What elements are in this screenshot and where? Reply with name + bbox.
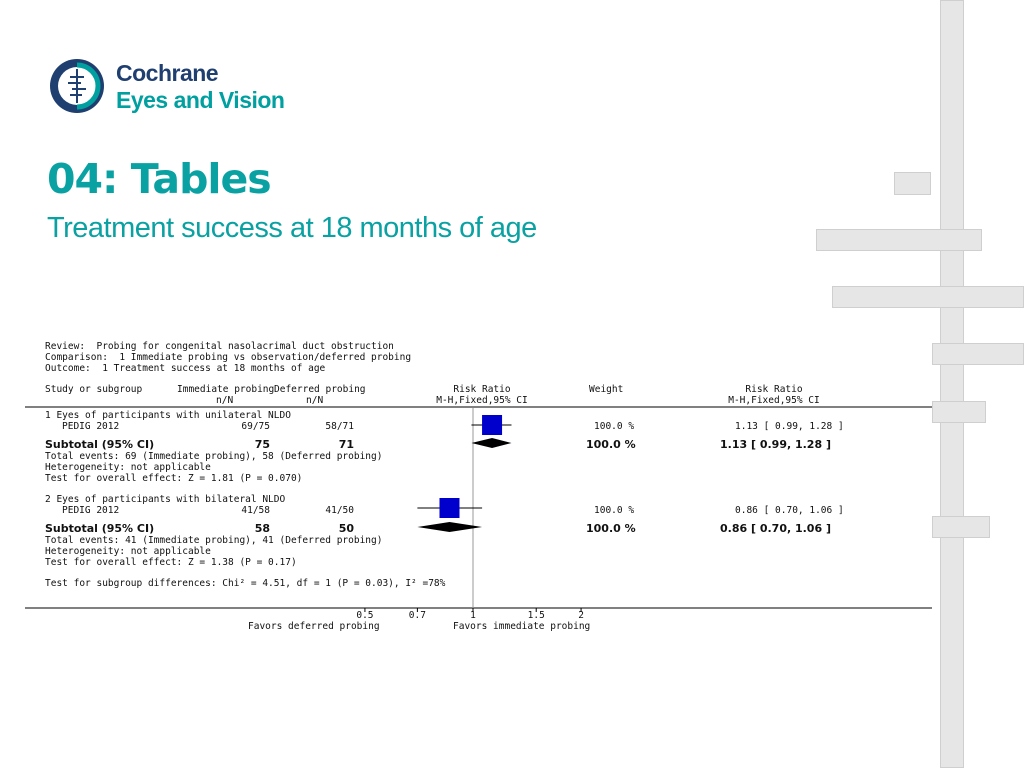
col-rr-text-sub: M-H,Fixed,95% CI [728,395,820,406]
group-2-subtotal-weight: 100.0 % [586,522,636,535]
group-1-heterogeneity: Heterogeneity: not applicable [45,462,211,473]
page-subtitle: Treatment success at 18 months of age [47,212,537,244]
group-2-study-ctl: 41/50 [325,505,354,516]
group-1-study-rr: 1.13 [ 0.99, 1.28 ] [735,421,844,432]
group-2-heterogeneity: Heterogeneity: not applicable [45,546,211,557]
favors-right-label: Favors immediate probing [453,621,591,632]
group-2-subtotal-ctl: 50 [338,522,354,535]
col-exp-sub: n/N [216,395,234,406]
axis-tick-label: 1.5 [528,610,545,621]
col-rr-plot-header: Risk Ratio [453,384,511,395]
group-1-overall: Test for overall effect: Z = 1.81 (P = 0… [45,473,303,484]
group-1-subtotal-rr: 1.13 [ 0.99, 1.28 ] [720,438,831,451]
study-effect-square [439,498,460,518]
cochrane-logo-icon [50,59,104,113]
subtotal-diamond [471,438,512,448]
subgroup-test: Test for subgroup differences: Chi² = 4.… [45,578,446,589]
axis-tick-label: 1 [470,610,476,621]
subtotal-diamond [417,522,483,532]
favors-left-label: Favors deferred probing [248,621,380,632]
comparison-line: Comparison: 1 Immediate probing vs obser… [45,352,412,363]
group-2-overall: Test for overall effect: Z = 1.38 (P = 0… [45,557,297,568]
group-1-study: PEDIG 2012 [62,421,120,432]
group-1-subtotal-ctl: 71 [338,438,354,451]
group-2-subtotal-label: Subtotal (95% CI) [45,522,155,535]
decor-bar-4 [932,401,986,423]
group-1-study-weight: 100.0 % [594,421,635,432]
logo-line-2: Eyes and Vision [116,87,285,113]
group-1-study-exp: 69/75 [241,421,270,432]
review-line: Review: Probing for congenital nasolacri… [45,341,394,352]
group-2-study-rr: 0.86 [ 0.70, 1.06 ] [735,505,844,516]
logo-line-1: Cochrane [116,60,219,86]
decor-bar-1 [816,229,982,251]
axis-tick-label: 2 [578,610,584,621]
group-2-study-weight: 100.0 % [594,505,635,516]
group-1-subtotal-label: Subtotal (95% CI) [45,438,155,451]
decor-bar-5 [932,516,990,538]
decor-small-box [894,172,931,195]
group-2-study: PEDIG 2012 [62,505,120,516]
col-ctl-header: Deferred probing [274,384,366,395]
group-1-events: Total events: 69 (Immediate probing), 58… [45,451,383,462]
group-1-name: 1 Eyes of participants with unilateral N… [45,410,291,421]
col-exp-header: Immediate probing [177,384,275,395]
col-rr-plot-sub: M-H,Fixed,95% CI [436,395,528,406]
group-2-name: 2 Eyes of participants with bilateral NL… [45,494,286,505]
group-2-subtotal-rr: 0.86 [ 0.70, 1.06 ] [720,522,831,535]
col-rr-text-header: Risk Ratio [745,384,803,395]
col-ctl-sub: n/N [306,395,324,406]
page-title: 04: Tables [47,155,272,203]
study-effect-square [482,415,503,435]
col-study-header: Study or subgroup [45,384,143,395]
group-1-study-ctl: 58/71 [325,421,354,432]
outcome-line: Outcome: 1 Treatment success at 18 month… [45,363,326,374]
group-1-subtotal-weight: 100.0 % [586,438,636,451]
group-2-subtotal-exp: 58 [254,522,270,535]
decor-vertical-bar [940,0,964,768]
group-2-study-exp: 41/58 [241,505,270,516]
col-weight-header: Weight [589,384,624,395]
cochrane-logo: Cochrane Eyes and Vision [48,57,288,117]
group-2-events: Total events: 41 (Immediate probing), 41… [45,535,383,546]
group-1-subtotal-exp: 75 [254,438,270,451]
axis-tick-label: 0.7 [409,610,426,621]
axis-tick-label: 0.5 [356,610,373,621]
